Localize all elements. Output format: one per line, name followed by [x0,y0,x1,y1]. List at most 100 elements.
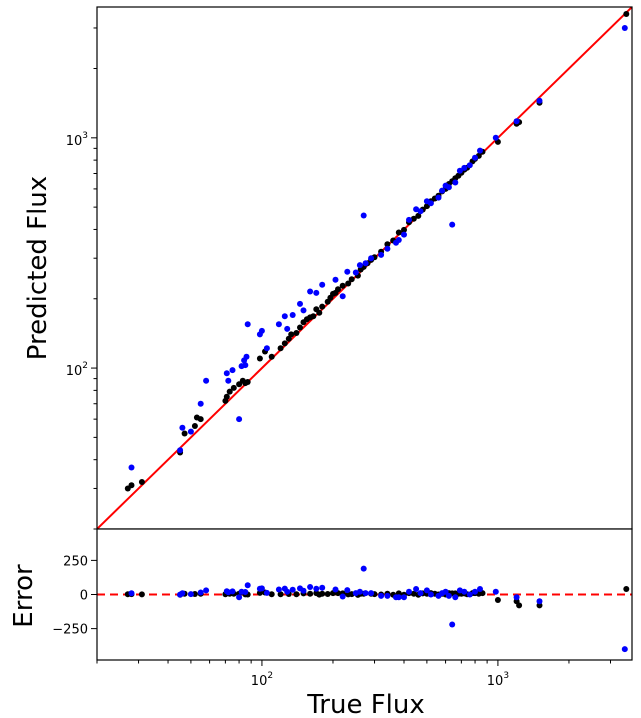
main-point-s0-21 [285,335,292,342]
x-tick-label-1: 102 [251,671,273,689]
main-point-s1-44 [427,200,434,207]
main-point-s1-24 [307,288,314,295]
residual-point-s0-41 [410,590,417,597]
residual-point-s1-30 [360,565,367,572]
residual-point-s0-2 [138,591,145,598]
main-point-s0-30 [316,309,323,316]
main-point-s0-5 [191,423,198,429]
main-point-s1-34 [368,255,375,262]
residual-y-axis-title: Error [9,564,39,628]
main-point-s1-7 [225,377,232,384]
residual-point-s1-56 [536,598,543,605]
main-point-s1-31 [356,262,363,269]
main-point-s1-38 [395,237,402,243]
main-point-s1-33 [362,260,369,267]
residual-x-tick-labels: 102 103 [251,671,509,689]
main-point-s1-0 [128,464,135,471]
residual-point-s1-22 [307,584,314,590]
main-point-s0-76 [623,11,630,17]
residual-point-s1-48 [452,594,459,601]
main-y-axis-title: Predicted Flux [23,176,53,360]
main-point-s1-45 [435,194,442,201]
residual-point-s1-21 [300,587,307,594]
residual-point-s1-16 [275,586,282,593]
residual-y-tick-labels: 250 0 −250 [52,554,88,637]
residual-point-s1-0 [128,590,135,597]
residual-point-s1-39 [413,586,420,592]
residual-point-s0-15 [268,591,275,598]
residual-point-s0-61 [494,597,501,603]
main-point-s1-51 [456,167,463,174]
residual-frame [96,528,633,661]
residual-point-s1-31 [362,590,369,597]
main-point-s1-4 [197,400,204,407]
main-point-s0-47 [384,241,391,248]
main-point-s1-57 [513,118,520,125]
residual-point-s1-32 [368,590,375,597]
main-point-s0-19 [277,345,284,352]
residual-point-s0-64 [536,602,543,609]
residual-point-s1-3 [187,591,194,598]
main-point-s1-14 [244,321,251,328]
main-point-s0-4 [181,430,188,437]
main-point-s1-27 [332,276,339,283]
main-point-s1-32 [360,212,367,219]
main-point-s1-21 [289,312,296,318]
main-point-s0-10 [226,388,233,395]
residual-point-s1-47 [449,621,456,628]
main-point-s1-40 [406,216,412,223]
residual-point-s1-11 [242,589,249,595]
main-point-s1-49 [449,221,456,228]
residual-point-s1-18 [284,588,291,595]
residual-y-tick-label-0: 0 [80,589,88,604]
main-point-s1-16 [258,327,265,334]
main-point-s0-9 [223,393,230,400]
residual-point-s0-63 [516,602,523,609]
main-point-s1-12 [242,362,249,369]
main-point-s0-50 [401,226,407,233]
main-point-s1-9 [236,416,243,423]
main-point-s1-28 [339,293,346,300]
residual-point-s1-8 [229,588,236,595]
residual-point-s1-15 [263,589,270,596]
residual-point-s1-54 [492,588,499,595]
main-point-s1-55 [477,147,483,154]
main-y-tick-labels: 102 103 [66,131,88,379]
main-point-s1-18 [275,321,282,328]
residual-point-s1-34 [384,592,391,599]
residual-point-s1-4 [197,589,204,596]
main-point-s0-53 [415,212,422,219]
main-point-s1-46 [439,187,446,194]
x-axis-title: True Flux [306,690,425,718]
residual-y-tick-label-neg250: −250 [52,623,88,638]
main-point-s0-1 [128,482,135,489]
main-points [124,11,630,492]
main-point-s0-24 [297,324,303,331]
main-point-s1-1 [177,447,184,454]
main-point-s0-18 [268,353,275,360]
residual-point-s1-25 [332,586,339,593]
residual-point-s1-23 [313,585,320,592]
main-point-s1-48 [445,184,452,191]
main-point-s1-58 [536,97,543,104]
residual-point-s0-18 [293,591,300,598]
main-point-s1-35 [378,251,385,258]
residual-point-s1-12 [244,582,251,589]
residual-point-s1-45 [442,588,449,595]
main-panel: 102 103 Predicted Flux [23,6,633,530]
main-point-s0-37 [339,282,346,289]
residual-point-s0-20 [307,590,314,597]
residual-point-s1-24 [319,584,326,591]
x-tick-label-2: 103 [487,671,509,689]
main-point-s1-17 [263,345,270,352]
main-point-s1-39 [401,231,407,238]
main-point-s0-22 [288,331,295,338]
residual-point-s1-41 [423,587,430,594]
residual-point-s1-14 [258,585,265,592]
residual-point-s1-5 [203,587,210,594]
residual-point-s1-37 [401,594,407,601]
residual-point-s0-24 [324,591,331,597]
main-point-s1-2 [179,424,186,431]
residual-y-ticks [91,559,97,630]
main-y-tick-label-1: 102 [66,361,88,379]
